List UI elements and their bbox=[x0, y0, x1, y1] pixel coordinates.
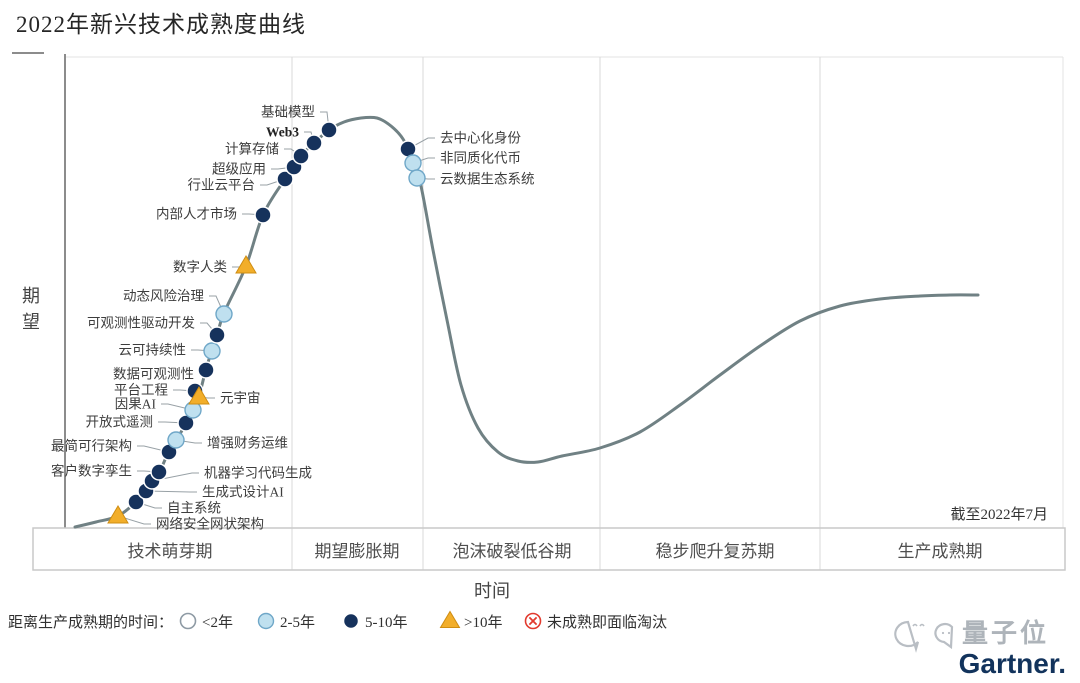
marker-open-circle bbox=[179, 612, 197, 630]
point-label: 内部人才市场 bbox=[156, 206, 237, 222]
marker-triangle bbox=[439, 610, 461, 628]
point-label: 生成式设计AI bbox=[202, 485, 284, 500]
marker-dark-circle bbox=[127, 493, 145, 511]
marker-triangle bbox=[235, 255, 257, 274]
data-point-markers bbox=[107, 121, 426, 524]
qbitai-logo-text: 量子位 bbox=[962, 618, 1049, 648]
leader-lines bbox=[117, 111, 435, 525]
as-of-note: 截至2022年7月 bbox=[950, 506, 1048, 523]
legend-item-label: 2-5年 bbox=[280, 614, 315, 631]
point-label: 最简可行架构 bbox=[51, 438, 132, 454]
bubble-eyes bbox=[912, 623, 925, 627]
marker-dark-circle bbox=[292, 147, 310, 165]
leader-line bbox=[151, 472, 199, 482]
point-label: 云可持续性 bbox=[119, 343, 187, 358]
qbitai-logo-icon bbox=[894, 620, 954, 653]
point-label: 行业云平台 bbox=[188, 178, 256, 193]
point-label: 平台工程 bbox=[114, 383, 168, 398]
legend-items: <2年 2-5年 5-10年 >10年 未成熟即面临淘汰 bbox=[179, 610, 667, 631]
watermark: 量子位 Gartner. bbox=[894, 618, 1066, 679]
marker-obsolete bbox=[524, 612, 542, 630]
phase-label: 泡沫破裂低谷期 bbox=[453, 542, 572, 561]
x-axis-label: 时间 bbox=[474, 581, 510, 601]
marker-light-circle bbox=[257, 612, 275, 630]
point-label: 云数据生态系统 bbox=[440, 172, 535, 187]
legend-item-label: >10年 bbox=[464, 614, 502, 631]
point-label: 因果AI bbox=[115, 397, 157, 412]
bubble-eye-dot bbox=[947, 631, 951, 635]
marker-dark-circle bbox=[276, 170, 294, 188]
marker-dark-circle bbox=[197, 361, 215, 379]
phase-label: 技术萌芽期 bbox=[128, 542, 213, 561]
legend-item-label: <2年 bbox=[202, 614, 233, 631]
plot-frame bbox=[12, 52, 1066, 571]
phase-labels: 技术萌芽期 期望膨胀期 泡沫破裂低谷期 稳步爬升复苏期 生产成熟期 bbox=[128, 541, 983, 561]
page-title: 2022年新兴技术成熟度曲线 bbox=[16, 12, 306, 37]
legend: 距离生产成熟期的时间： <2年 2-5年 5-10年 >10年 未成熟即面临淘汰 bbox=[8, 610, 667, 631]
point-label: 开放式遥测 bbox=[86, 415, 154, 430]
point-label: 动态风险治理 bbox=[123, 289, 204, 304]
point-label: 数字人类 bbox=[173, 260, 227, 275]
marker-light-circle bbox=[167, 431, 185, 449]
point-label: 去中心化身份 bbox=[440, 131, 521, 146]
point-label: 非同质化代币 bbox=[440, 151, 521, 166]
phase-label: 稳步爬升复苏期 bbox=[656, 542, 775, 561]
legend-item: >10年 bbox=[439, 610, 502, 631]
bubble-eye-dot bbox=[941, 631, 945, 635]
marker-triangle bbox=[107, 505, 129, 524]
legend-item: 未成熟即面临淘汰 bbox=[524, 612, 667, 631]
phase-divider-gridlines bbox=[291, 57, 821, 570]
point-label: 超级应用 bbox=[212, 161, 266, 177]
point-label: 基础模型 bbox=[261, 104, 315, 120]
point-label: 数据可观测性 bbox=[113, 367, 194, 382]
marker-light-circle bbox=[408, 169, 426, 187]
leader-line bbox=[117, 515, 151, 525]
point-label: Web3 bbox=[266, 125, 299, 140]
y-axis-label: 期望 bbox=[22, 286, 40, 332]
marker-light-circle bbox=[203, 342, 221, 360]
marker-light-circle bbox=[215, 305, 233, 323]
marker-dark-circle bbox=[320, 121, 338, 139]
phase-band bbox=[32, 527, 1066, 571]
legend-item: 2-5年 bbox=[257, 612, 315, 631]
phase-label: 生产成熟期 bbox=[898, 541, 983, 561]
point-label: 元宇宙 bbox=[220, 391, 261, 406]
marker-dark-circle bbox=[305, 134, 323, 152]
phase-label: 期望膨胀期 bbox=[315, 542, 400, 561]
speech-bubble-large bbox=[894, 620, 920, 653]
marker-triangle bbox=[188, 386, 210, 405]
marker-dark-circle bbox=[208, 326, 226, 344]
leader-line bbox=[145, 490, 197, 493]
legend-item: <2年 bbox=[179, 612, 233, 631]
point-label: 网络安全网状架构 bbox=[156, 516, 264, 532]
marker-dark-circle bbox=[342, 612, 360, 630]
legend-item-label: 5-10年 bbox=[365, 614, 408, 631]
point-label: 可观测性驱动开发 bbox=[87, 316, 195, 331]
legend-title: 距离生产成熟期的时间： bbox=[8, 614, 173, 631]
point-label: 增强财务运维 bbox=[207, 436, 288, 451]
point-label: 计算存储 bbox=[225, 142, 279, 157]
speech-bubble-small bbox=[934, 622, 954, 650]
marker-dark-circle bbox=[150, 463, 168, 481]
point-label: 自主系统 bbox=[167, 501, 221, 516]
point-label: 客户数字孪生 bbox=[51, 463, 132, 479]
point-label: 机器学习代码生成 bbox=[204, 466, 312, 481]
legend-item-label: 未成熟即面临淘汰 bbox=[547, 614, 667, 631]
legend-item: 5-10年 bbox=[342, 612, 408, 631]
gartner-logo: Gartner. bbox=[959, 648, 1066, 679]
marker-light-circle bbox=[404, 154, 422, 172]
marker-dark-circle bbox=[254, 206, 272, 224]
